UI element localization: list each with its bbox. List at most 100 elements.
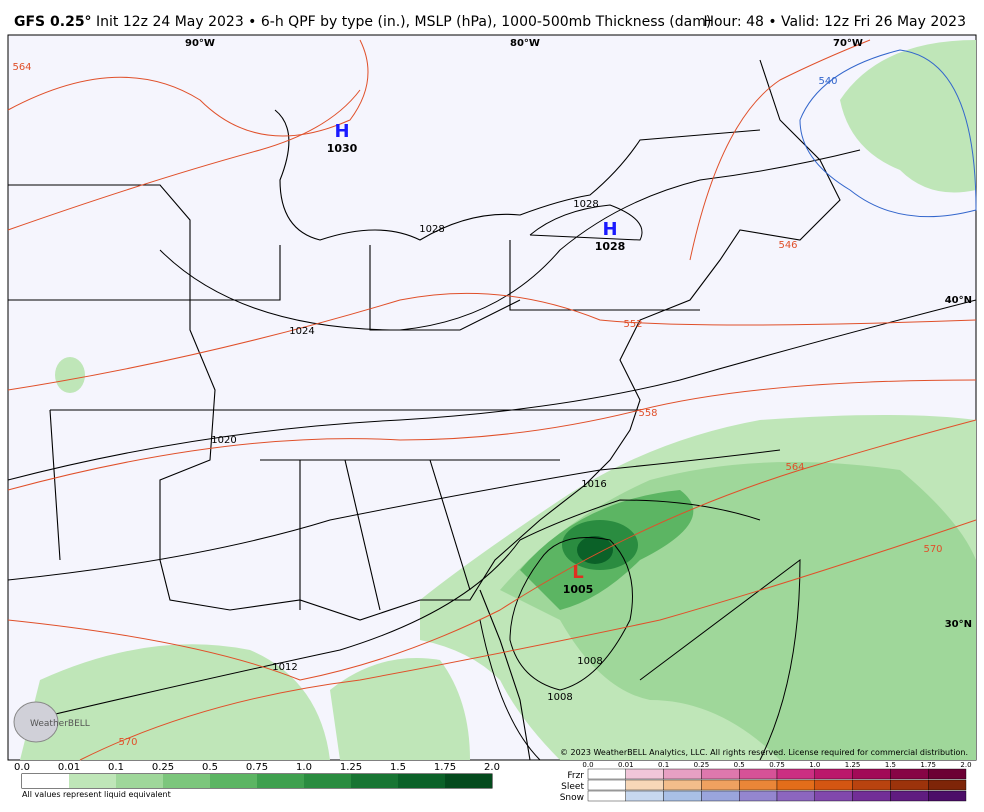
ptype-bin <box>890 768 929 780</box>
colorbar-tick: 0.75 <box>246 762 268 773</box>
ptype-bin <box>701 768 740 780</box>
high-symbol: H <box>334 121 349 142</box>
colorbar-tick: 0.5 <box>202 762 218 773</box>
colorbar-bin <box>445 774 492 788</box>
ptype-bin <box>928 779 967 791</box>
ptype-name: Sleet <box>561 782 584 792</box>
colorbar-bin <box>210 774 257 788</box>
lon-label: 70°W <box>833 38 863 49</box>
lon-label: 80°W <box>510 38 540 49</box>
isobar-label: 1016 <box>581 479 606 490</box>
thickness-label: 564 <box>785 462 804 473</box>
precip <box>20 40 976 760</box>
ptype-bin <box>928 790 967 802</box>
colorbar-tick: 1.25 <box>340 762 362 773</box>
high-symbol: H <box>602 219 617 240</box>
isobar-label: 1024 <box>289 326 314 337</box>
isobars <box>7 149 977 761</box>
ptype-tick: 1.75 <box>920 761 936 769</box>
ptype-bin <box>776 768 815 780</box>
thickness-label: 570 <box>923 544 942 555</box>
thickness-label: 552 <box>623 319 642 330</box>
ptype-bin <box>701 790 740 802</box>
logo-globe <box>13 701 59 743</box>
colorbar-bin <box>398 774 445 788</box>
lat-label: 40°N <box>945 295 972 306</box>
low-pressure: 1005 <box>563 583 594 596</box>
ptype-bin <box>625 790 664 802</box>
isobar-label: 1020 <box>211 435 236 446</box>
ptype-bin <box>852 779 891 791</box>
ptype-tick: 0.75 <box>769 761 785 769</box>
copyright: © 2023 WeatherBELL Analytics, LLC. All r… <box>560 748 968 757</box>
thickness-lines <box>7 39 977 761</box>
isobar-label: 1008 <box>577 656 602 667</box>
ptype-name: Snow <box>560 793 584 803</box>
colorbar-tick: 0.0 <box>14 762 30 773</box>
ptype-tick: 0.1 <box>658 761 669 769</box>
model: GFS 0.25° <box>14 14 92 30</box>
thickness-label: 558 <box>638 408 657 419</box>
thickness-label: 564 <box>12 62 31 73</box>
ptype-bin <box>890 779 929 791</box>
isobar-label: 1028 <box>573 199 598 210</box>
ptype-tick: 0.25 <box>694 761 710 769</box>
colorbar-tick: 0.1 <box>108 762 124 773</box>
colorbar-bin <box>257 774 304 788</box>
isobar-label: 1008 <box>547 692 572 703</box>
colorbar-bin <box>163 774 210 788</box>
ptype-bin <box>814 768 853 780</box>
ptype-tick: 2.0 <box>960 761 971 769</box>
colorbar-tick: 1.0 <box>296 762 312 773</box>
ptype-bin <box>625 768 664 780</box>
ptype-bin <box>928 768 967 780</box>
colorbar-bin <box>22 774 69 788</box>
colorbar-bin <box>69 774 116 788</box>
high-pressure: 1030 <box>327 142 358 155</box>
ptype-bin <box>814 790 853 802</box>
ptype-bin <box>814 779 853 791</box>
ptype-tick: 1.25 <box>845 761 861 769</box>
title: Init 12z 24 May 2023 • 6-h QPF by type (… <box>96 14 711 30</box>
thickness-label: 546 <box>778 240 797 251</box>
ptype-bin <box>663 768 702 780</box>
ptype-tick: 1.5 <box>885 761 896 769</box>
colorbar-tick: 0.01 <box>58 762 80 773</box>
ptype-bin <box>852 768 891 780</box>
ptype-name: Frzr <box>567 771 584 781</box>
ptype-bin <box>739 790 778 802</box>
thickness-540 <box>799 49 977 218</box>
thickness-label: 570 <box>118 737 137 748</box>
ptype-bin <box>739 768 778 780</box>
ptype-bin <box>739 779 778 791</box>
colorbar-bin <box>116 774 163 788</box>
thickness-label: 540 <box>818 76 837 87</box>
colorbar-bin <box>304 774 351 788</box>
ptype-bin <box>663 779 702 791</box>
ptype-bin <box>625 779 664 791</box>
isobar-label: 1028 <box>419 224 444 235</box>
ptype-bin <box>587 779 626 791</box>
ptype-tick: 0.5 <box>734 761 745 769</box>
colorbar-tick: 2.0 <box>484 762 500 773</box>
ptype-bin <box>776 779 815 791</box>
map: WeatherBELL © 2023 WeatherBELL Analytics… <box>7 34 977 761</box>
ptype-bin <box>587 790 626 802</box>
legend-note: All values represent liquid equivalent <box>22 790 171 799</box>
low-symbol: L <box>572 562 583 583</box>
ptype-tick: 0.0 <box>582 761 593 769</box>
ptype-bin <box>663 790 702 802</box>
colorbar-tick: 0.25 <box>152 762 174 773</box>
colorbar-tick: 1.75 <box>434 762 456 773</box>
ptype-bin <box>587 768 626 780</box>
colorbar-tick: 1.5 <box>390 762 406 773</box>
logo: WeatherBELL <box>30 719 90 729</box>
lon-label: 90°W <box>185 38 215 49</box>
colorbar-bin <box>351 774 398 788</box>
ptype-bin <box>890 790 929 802</box>
isobar-label: 1012 <box>272 662 297 673</box>
ptype-bin <box>852 790 891 802</box>
ptype-tick: 1.0 <box>809 761 820 769</box>
ptype-bin <box>776 790 815 802</box>
